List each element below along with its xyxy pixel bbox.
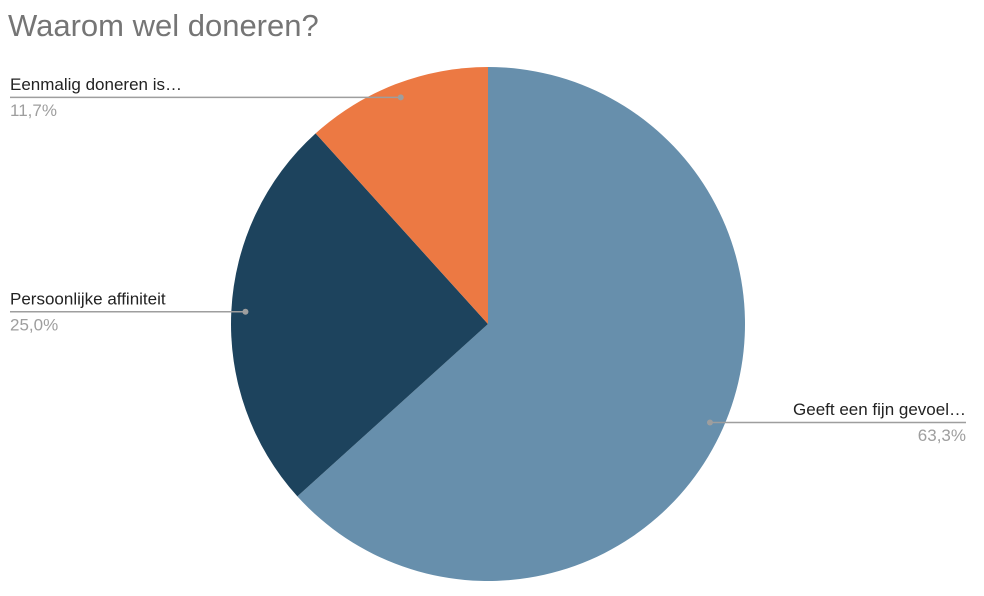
leader-dot — [242, 308, 249, 315]
leader-dot — [397, 94, 404, 101]
pie-slice — [297, 67, 745, 581]
slice-label: Eenmalig doneren is… — [10, 75, 182, 94]
slice-label: Geeft een fijn gevoel… — [793, 400, 966, 419]
value-label: 25,0% — [10, 315, 58, 334]
slice-label: Persoonlijke affiniteit — [10, 289, 166, 308]
leader-dot — [706, 419, 713, 426]
value-label: 11,7% — [10, 101, 57, 120]
value-label: 63,3% — [918, 426, 966, 445]
chart-title: Waarom wel doneren? — [8, 8, 319, 43]
pie-slice — [231, 133, 488, 497]
pie-slice — [315, 67, 488, 324]
